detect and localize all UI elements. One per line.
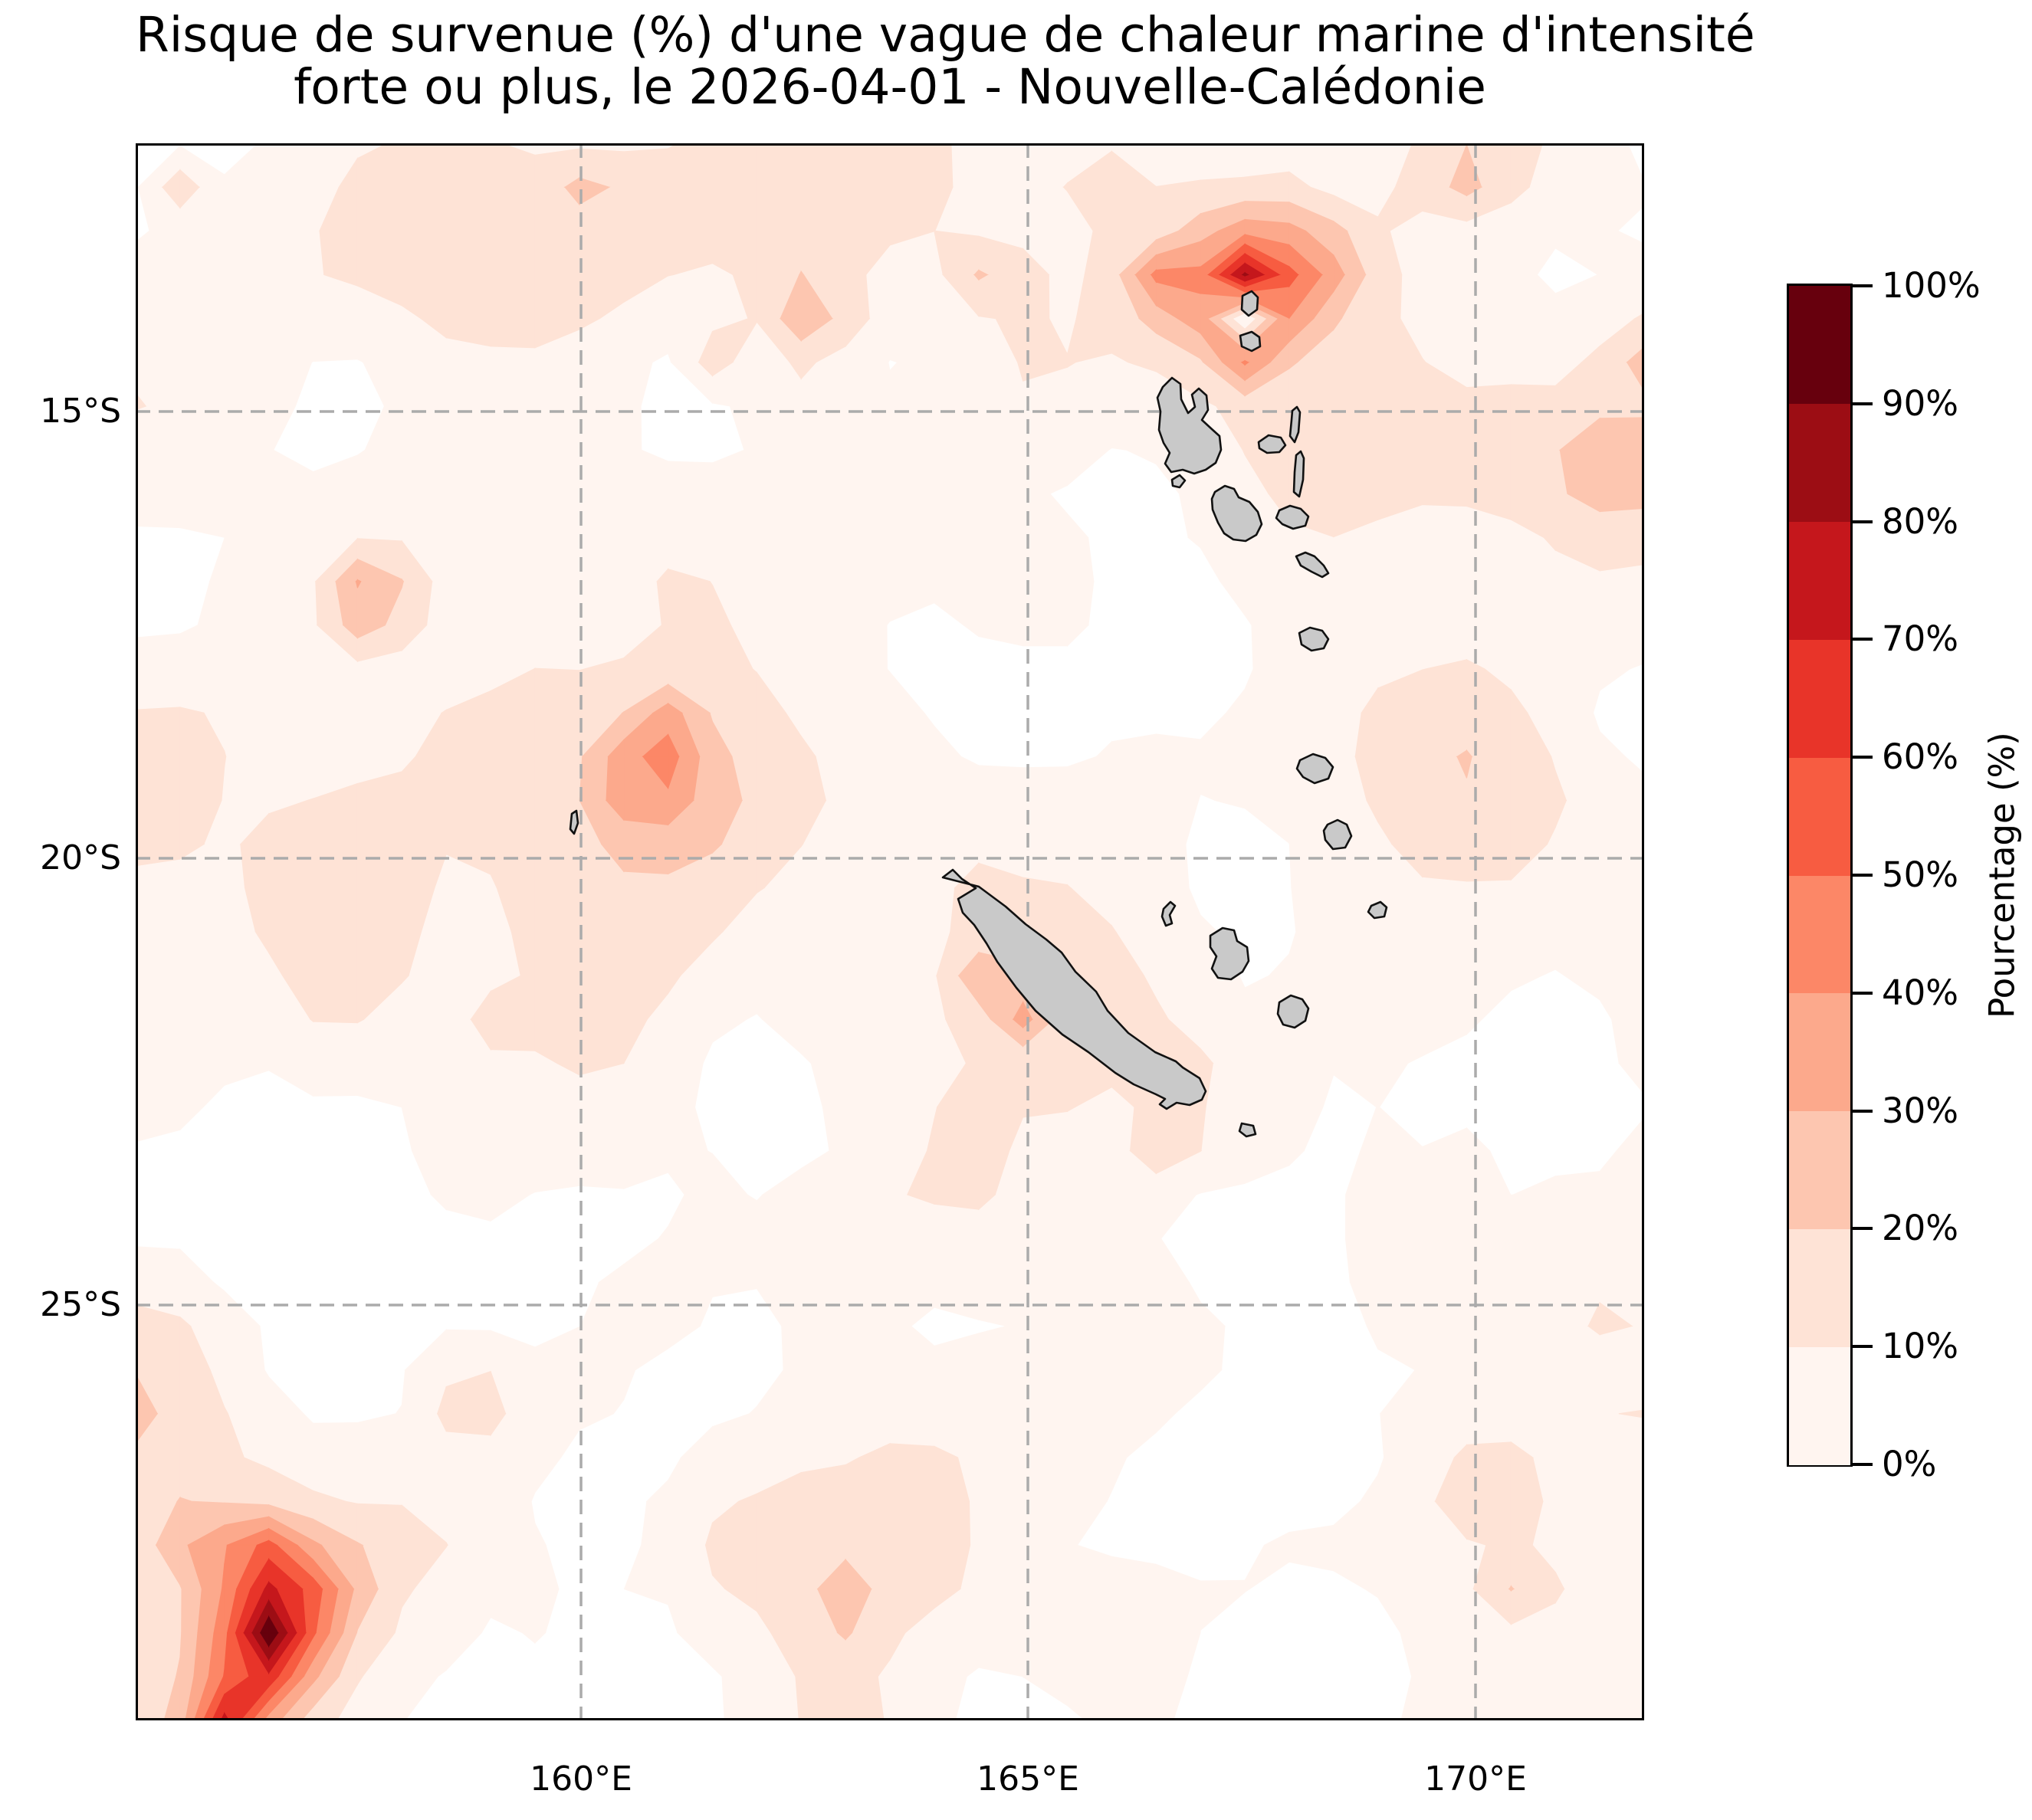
island-efate — [1298, 626, 1330, 652]
colorbar-tick-label-90: 90% — [1882, 382, 1959, 424]
colorbar-bin-10-20 — [1789, 1228, 1850, 1347]
colorbar-tick-label-10: 10% — [1882, 1326, 1959, 1367]
chart-title-line2: forte ou plus, le 2026-04-01 - Nouvelle-… — [294, 59, 1486, 115]
colorbar-bin-30-40 — [1789, 992, 1850, 1112]
island-grande-terre — [941, 868, 1207, 1110]
island-vanua-lava — [1239, 330, 1262, 353]
y-tick-label-25°S: 25°S — [40, 1285, 121, 1324]
colorbar-tick-70 — [1853, 638, 1873, 641]
island-hiu — [1240, 290, 1259, 317]
island-epi — [1295, 551, 1330, 579]
island-erromango — [1295, 753, 1334, 785]
island-ile-des-pins — [1238, 1122, 1257, 1138]
island-pentecost — [1292, 450, 1305, 498]
y-tick-label-20°S: 20°S — [40, 838, 121, 877]
chart-title-line1: Risque de survenue (%) d'une vague de ch… — [136, 7, 1755, 63]
colorbar-tick-label-50: 50% — [1882, 854, 1959, 895]
island-aneityum — [1367, 900, 1388, 920]
colorbar-tick-20 — [1853, 1227, 1873, 1231]
x-tick-label-165°E: 165°E — [977, 1759, 1079, 1799]
contour-band-90-100pct — [259, 1615, 279, 1648]
colorbar-tick-40 — [1853, 991, 1873, 995]
colorbar-tick-label-80: 80% — [1882, 500, 1959, 542]
colorbar-tick-label-100: 100% — [1882, 265, 1981, 306]
colorbar-frame — [1787, 284, 1853, 1467]
colorbar-tick-30 — [1853, 1109, 1873, 1113]
colorbar-bin-20-30 — [1789, 1110, 1850, 1229]
contour-fill-layers — [136, 143, 1644, 1720]
plot-frame — [136, 143, 1644, 1720]
colorbar-tick-80 — [1853, 520, 1873, 523]
island-malakula — [1210, 484, 1263, 543]
land-layer — [569, 290, 1388, 1138]
colorbar-tick-100 — [1853, 284, 1873, 287]
island-espiritu-santo — [1156, 376, 1223, 475]
colorbar-tick-label-20: 20% — [1882, 1208, 1959, 1249]
colorbar-tick-label-40: 40% — [1882, 972, 1959, 1013]
island-mare — [1276, 994, 1310, 1029]
colorbar-bin-70-80 — [1789, 521, 1850, 640]
x-tick-label-160°E: 160°E — [530, 1759, 632, 1799]
x-tick-label-170°E: 170°E — [1424, 1759, 1527, 1799]
colorbar-bin-40-50 — [1789, 875, 1850, 994]
colorbar-tick-0 — [1853, 1463, 1873, 1466]
island-ambae — [1257, 434, 1287, 454]
colorbar-tick-90 — [1853, 402, 1873, 405]
y-tick-label-15°S: 15°S — [40, 392, 121, 431]
colorbar-bin-50-60 — [1789, 757, 1850, 876]
island-ouvea — [1160, 900, 1177, 927]
colorbar-bin-0-10 — [1789, 1346, 1850, 1465]
colorbar-tick-label-0: 0% — [1882, 1444, 1937, 1484]
island-lifou — [1209, 926, 1250, 981]
colorbar-tick-label-70: 70% — [1882, 618, 1959, 660]
colorbar-tick-label-60: 60% — [1882, 736, 1959, 778]
colorbar-bin-60-70 — [1789, 639, 1850, 758]
map-plot-area — [136, 143, 1644, 1720]
colorbar-tick-label-30: 30% — [1882, 1090, 1959, 1131]
colorbar-tick-60 — [1853, 756, 1873, 759]
contour-map — [136, 143, 1644, 1720]
colorbar-bin-80-90 — [1789, 403, 1850, 523]
island-tanna — [1322, 818, 1353, 851]
island-maewo — [1288, 405, 1302, 444]
island-santo-islet — [1170, 474, 1187, 489]
colorbar-tick-50 — [1853, 874, 1873, 877]
colorbar-tick-10 — [1853, 1345, 1873, 1349]
island-walpole — [569, 809, 579, 835]
colorbar-bin-90-100 — [1789, 286, 1850, 405]
chart-title: Risque de survenue (%) d'une vague de ch… — [136, 7, 1755, 115]
island-ambrym — [1275, 504, 1310, 530]
